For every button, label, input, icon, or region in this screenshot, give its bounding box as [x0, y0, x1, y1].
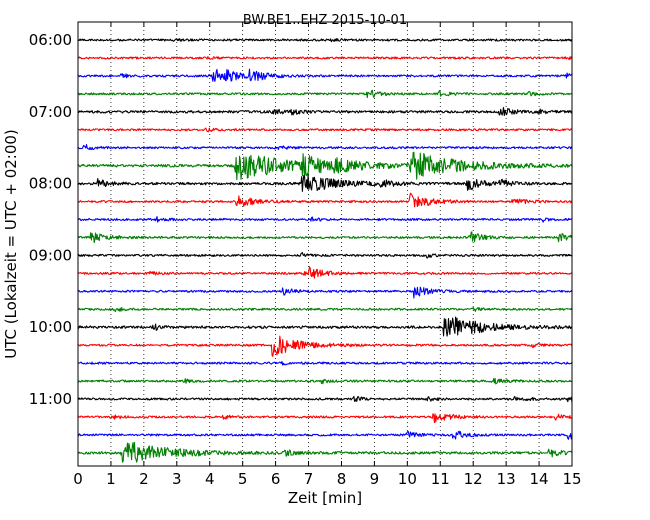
- y-tick-label: 11:00: [29, 390, 72, 408]
- x-tick-label: 4: [205, 470, 215, 488]
- x-tick-label: 3: [172, 470, 182, 488]
- y-axis-label: UTC (Lokalzeit = UTC + 02:00): [2, 129, 20, 359]
- trace-group: [77, 38, 573, 463]
- chart-title: BW.BE1..EHZ 2015-10-01: [243, 13, 407, 28]
- trace-0815: [77, 192, 573, 208]
- x-tick-label: 10: [398, 470, 417, 488]
- x-tick-label: 5: [238, 470, 248, 488]
- x-tick-label: 2: [139, 470, 149, 488]
- trace-0715: [77, 127, 573, 133]
- trace-0845: [77, 231, 573, 244]
- x-tick-label: 7: [304, 470, 314, 488]
- trace-1030: [77, 360, 573, 366]
- y-tick-label: 09:00: [29, 246, 72, 264]
- x-tick-label: 8: [337, 470, 347, 488]
- x-tick-label: 12: [464, 470, 483, 488]
- trace-0930: [77, 286, 573, 299]
- trace-1130: [77, 430, 573, 440]
- x-tick-label: 15: [562, 470, 581, 488]
- x-tick-label: 14: [530, 470, 549, 488]
- trace-0900: [77, 252, 573, 259]
- trace-0730: [77, 144, 573, 151]
- y-tick-label: 08:00: [29, 175, 72, 193]
- x-tick-label: 13: [497, 470, 516, 488]
- trace-1000: [77, 316, 573, 337]
- trace-0700: [77, 106, 573, 117]
- trace-0745: [77, 151, 573, 181]
- trace-0915: [77, 266, 573, 279]
- x-tick-label: 6: [271, 470, 281, 488]
- y-tick-label: 06:00: [29, 31, 72, 49]
- trace-0630: [77, 68, 573, 82]
- trace-0945: [77, 306, 573, 313]
- trace-1100: [77, 395, 573, 403]
- x-tick-label: 0: [73, 470, 83, 488]
- x-axis-label: Zeit [min]: [288, 489, 362, 507]
- plot-frame: [77, 21, 573, 467]
- trace-0600: [77, 38, 573, 43]
- y-axis: 06:00 07:00 08:00 09:00 10:00 11:00: [29, 31, 572, 408]
- trace-0645: [77, 89, 573, 99]
- trace-0800: [77, 174, 573, 192]
- y-tick-label: 07:00: [29, 103, 72, 121]
- trace-1015: [77, 335, 573, 357]
- trace-0615: [77, 56, 573, 61]
- x-tick-label: 9: [370, 470, 380, 488]
- x-tick-label: 1: [106, 470, 116, 488]
- x-tick-label: 11: [431, 470, 450, 488]
- x-axis: 0 1 2 3 4 5 6 7 8 9 10 11 12 13 14 15: [73, 22, 582, 488]
- trace-1045: [77, 377, 573, 385]
- y-tick-label: 10:00: [29, 318, 72, 336]
- trace-1145: [77, 441, 573, 463]
- trace-0830: [77, 216, 572, 223]
- trace-1115: [77, 413, 573, 424]
